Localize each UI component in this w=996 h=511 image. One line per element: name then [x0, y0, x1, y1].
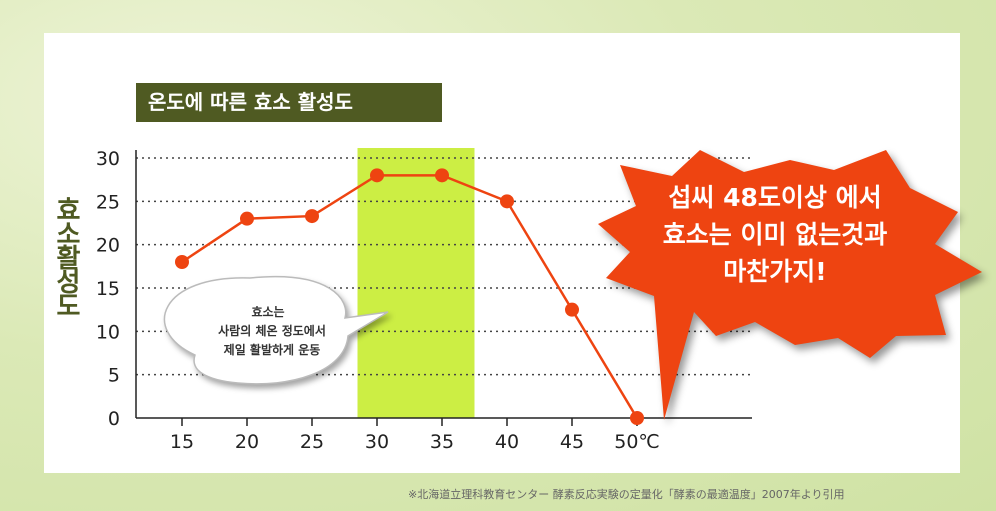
x-tick-label: 40	[495, 431, 519, 453]
chart-title: 온도에 따른 효소 활성도	[136, 83, 442, 122]
speech-bubble: 효소는 사람의 체온 정도에서 제일 활발하게 운동	[163, 276, 389, 385]
data-point	[240, 211, 254, 226]
highlight-band	[357, 148, 475, 418]
burst-line: 섭씨 48도이상 에서	[668, 183, 881, 212]
x-tick-label: 15	[170, 431, 194, 453]
x-tick-label: 35	[430, 431, 454, 453]
bubble-line: 제일 활발하게 운동	[224, 342, 321, 357]
x-tick-label: 30	[365, 431, 389, 453]
data-point	[175, 255, 189, 269]
source-note: ※北海道立理科教育センター 酵素反応実験の定量化「酵素の最適温度」2007年より…	[408, 488, 845, 501]
x-tick-label: 50℃	[614, 431, 660, 453]
bubble-line: 효소는	[251, 305, 284, 319]
x-tick-label: 20	[235, 431, 259, 453]
data-point	[435, 168, 449, 183]
burst-line: 마찬가지!	[723, 257, 826, 286]
x-tick-label: 45	[560, 431, 584, 453]
data-point	[305, 209, 319, 224]
data-point	[500, 194, 514, 209]
y-tick-label: 20	[96, 235, 120, 257]
y-tick-label: 10	[96, 321, 120, 343]
y-tick-label: 0	[108, 408, 120, 430]
burst-line: 효소는 이미 없는것과	[663, 220, 887, 249]
y-tick-label: 25	[96, 191, 120, 213]
exclamation-burst: 섭씨 48도이상 에서 효소는 이미 없는것과 마찬가지!	[598, 150, 982, 420]
y-tick-label: 5	[108, 365, 120, 387]
bubble-line: 사람의 체온 정도에서	[218, 323, 326, 338]
data-point	[630, 411, 644, 425]
y-tick-label: 30	[96, 148, 120, 170]
data-point	[565, 302, 579, 317]
series-line	[181, 174, 639, 419]
x-tick-label: 25	[300, 431, 324, 453]
y-tick-label: 15	[96, 278, 120, 300]
y-axis-label: 효소활성도	[51, 196, 81, 316]
data-point	[370, 168, 384, 183]
